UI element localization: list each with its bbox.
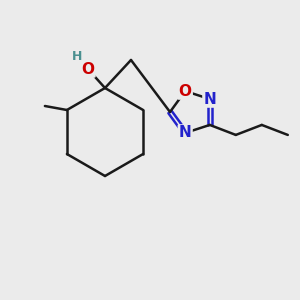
Text: H: H xyxy=(72,50,82,64)
Text: N: N xyxy=(203,92,216,106)
Text: O: O xyxy=(179,84,192,99)
Text: N: N xyxy=(179,125,192,140)
Text: O: O xyxy=(82,61,94,76)
